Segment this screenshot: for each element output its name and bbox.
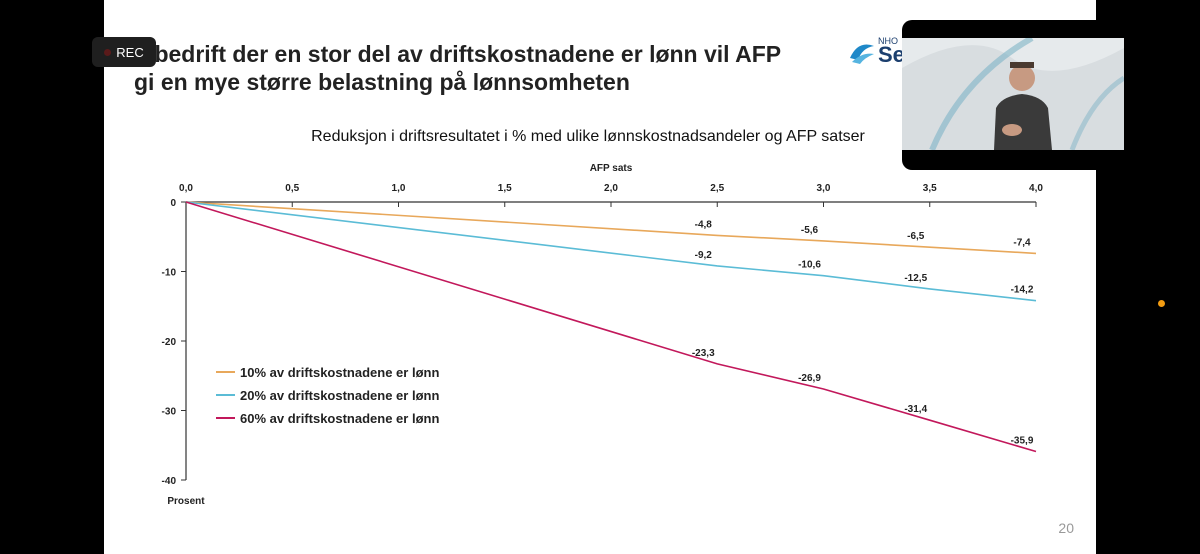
slide-title-line-2: gi en mye større belastning på lønnsomhe… <box>134 69 630 95</box>
recording-indicator[interactable]: REC <box>92 37 156 67</box>
data-label: -31,4 <box>904 404 927 415</box>
chart-title: Reduksjon i driftsresultatet i % med uli… <box>311 128 865 145</box>
y-tick-label: -10 <box>162 268 177 279</box>
presenter-head <box>1009 65 1035 91</box>
slide-title: n bedrift der en stor del av driftskostn… <box>134 40 834 96</box>
slide-title-line-1: n bedrift der en stor del av driftskostn… <box>134 41 782 67</box>
y-tick-label: 0 <box>170 198 176 209</box>
line-chart: 0,0 0,5 1,0 1,5 2,0 2,5 3,0 3,5 4,0 0 -10 -20 -30 -40… <box>162 163 1044 507</box>
logo-text: Se <box>878 42 905 67</box>
data-label: -5,6 <box>801 225 819 236</box>
logo-icon <box>850 44 874 64</box>
x-tick-label: 0,5 <box>285 183 299 194</box>
presenter-figure <box>994 94 1052 150</box>
x-tick-label: 1,5 <box>498 183 512 194</box>
x-axis-label: AFP sats <box>590 163 633 174</box>
y-tick-label: -30 <box>162 407 177 418</box>
legend-item-label: 20% av driftskostnadene er lønn <box>240 388 439 403</box>
company-logo: NHO Se <box>848 36 908 72</box>
legend-item-label: 60% av driftskostnadene er lønn <box>240 411 439 426</box>
data-label: -14,2 <box>1011 285 1034 296</box>
page-number: 20 <box>1058 520 1074 536</box>
data-label: -10,6 <box>798 260 821 271</box>
record-dot-icon <box>104 48 112 56</box>
x-tick-label: 2,5 <box>710 183 724 194</box>
y-axis-label: Prosent <box>167 496 205 507</box>
x-tick-label: 0,0 <box>179 183 193 194</box>
series-line-3 <box>185 201 1037 453</box>
legend-item-label: 10% av driftskostnadene er lønn <box>240 365 439 380</box>
data-label: -12,5 <box>904 273 927 284</box>
data-label: -6,5 <box>907 231 925 242</box>
x-tick-label: 3,5 <box>923 183 937 194</box>
data-label: -9,2 <box>695 250 713 261</box>
status-dot-icon <box>1158 300 1165 307</box>
x-tick-label: 4,0 <box>1029 183 1043 194</box>
x-tick-label: 3,0 <box>817 183 831 194</box>
y-tick-label: -40 <box>162 476 177 487</box>
y-tick-label: -20 <box>162 337 177 348</box>
recording-label: REC <box>116 44 144 60</box>
logo-text-small: NHO <box>878 36 898 46</box>
data-label: -4,8 <box>695 219 713 230</box>
presenter-video[interactable] <box>902 20 1124 170</box>
data-label: -7,4 <box>1013 237 1031 248</box>
data-label: -26,9 <box>798 373 821 384</box>
series-line-2 <box>185 201 1037 302</box>
x-tick-label: 1,0 <box>392 183 406 194</box>
series-line-1 <box>185 201 1037 255</box>
x-tick-label: 2,0 <box>604 183 618 194</box>
data-label: -35,9 <box>1011 436 1034 447</box>
data-label: -23,3 <box>692 348 715 359</box>
presenter-video-frame <box>902 38 1124 150</box>
